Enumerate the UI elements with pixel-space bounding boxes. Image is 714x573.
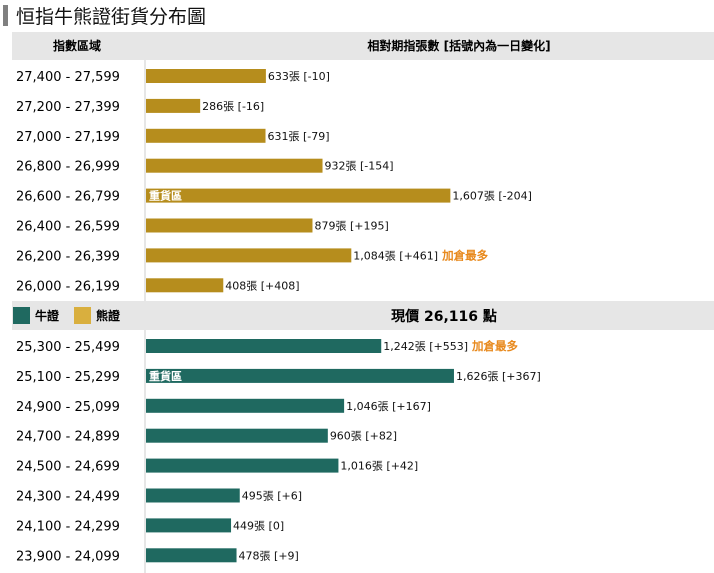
legend-bear-label: 熊證 (96, 308, 121, 323)
range-column-header: 指數區域 (53, 38, 101, 53)
bear-bar (146, 188, 451, 203)
bull-bar (146, 398, 345, 413)
legend-bull-swatch (13, 307, 30, 324)
table-header (12, 32, 714, 60)
bull-data-label: 960張 [+82] (330, 430, 397, 443)
bull-data-label: 495張 [+6] (242, 490, 302, 503)
bull-range-label: 25,300 - 25,499 (16, 340, 120, 355)
bull-bar (146, 458, 339, 473)
bear-bar (146, 98, 201, 113)
page-title: 恒指牛熊證街貨分布圖 (16, 6, 207, 28)
bear-range-label: 27,000 - 27,199 (16, 130, 120, 145)
bear-data-label: 631張 [-79] (268, 130, 330, 143)
bear-bar (146, 69, 266, 83)
legend-bear-swatch (74, 307, 91, 324)
bear-data-label: 932張 [-154] (325, 160, 394, 173)
bull-range-label: 24,100 - 24,299 (16, 519, 120, 534)
bear-range-label: 26,400 - 26,599 (16, 220, 120, 235)
bull-bar (146, 548, 237, 563)
bull-range-label: 24,300 - 24,499 (16, 490, 120, 505)
bear-range-label: 26,200 - 26,399 (16, 249, 120, 264)
bull-range-label: 23,900 - 24,099 (16, 549, 120, 564)
bull-bar (146, 339, 382, 353)
bull-data-label: 449張 [0] (233, 519, 284, 532)
heavy-zone-label: 重貨區 (149, 189, 182, 203)
current-price-row (12, 301, 714, 330)
bull-range-label: 24,900 - 25,099 (16, 400, 120, 415)
title-accent (3, 5, 8, 26)
legend-bull-label: 牛證 (35, 308, 60, 323)
bear-bar (146, 218, 313, 233)
bear-range-label: 27,200 - 27,399 (16, 100, 120, 115)
bull-bar (146, 488, 240, 503)
bear-range-label: 26,000 - 26,199 (16, 279, 120, 294)
bear-data-label: 633張 [-10] (268, 70, 330, 83)
bull-range-label: 24,500 - 24,699 (16, 460, 120, 475)
bull-data-label: 1,046張 [+167] (346, 400, 431, 413)
most-added-label: 加倉最多 (441, 248, 488, 262)
heavy-zone-label: 重貨區 (149, 369, 182, 383)
bull-data-label: 1,242張 [+553] (383, 340, 468, 353)
bear-range-label: 26,800 - 26,999 (16, 160, 120, 175)
bull-range-label: 25,100 - 25,299 (16, 370, 120, 385)
most-added-label: 加倉最多 (471, 339, 518, 353)
bull-bar (146, 428, 328, 443)
bear-bar (146, 128, 266, 143)
bull-bar (146, 518, 232, 533)
bear-data-label: 1,607張 [-204] (452, 190, 532, 203)
bull-data-label: 478張 [+9] (239, 549, 299, 562)
bear-bar (146, 278, 224, 293)
current-price-label: 現價 26,116 點 (391, 308, 497, 325)
bear-data-label: 1,084張 [+461] (353, 249, 438, 262)
bear-bar (146, 158, 323, 173)
bull-data-label: 1,626張 [+367] (456, 370, 541, 383)
bull-data-label: 1,016張 [+42] (340, 460, 418, 473)
bear-range-label: 27,400 - 27,599 (16, 70, 120, 85)
bear-data-label: 408張 [+408] (225, 279, 299, 292)
bull-range-label: 24,700 - 24,899 (16, 430, 120, 445)
bear-data-label: 286張 [-16] (202, 100, 264, 113)
value-column-header: 相對期指張數 [括號內為一日變化] (367, 38, 550, 53)
bear-range-label: 26,600 - 26,799 (16, 190, 120, 205)
bull-bar (146, 368, 454, 383)
bear-bar (146, 248, 352, 263)
bear-data-label: 879張 [+195] (314, 220, 388, 233)
